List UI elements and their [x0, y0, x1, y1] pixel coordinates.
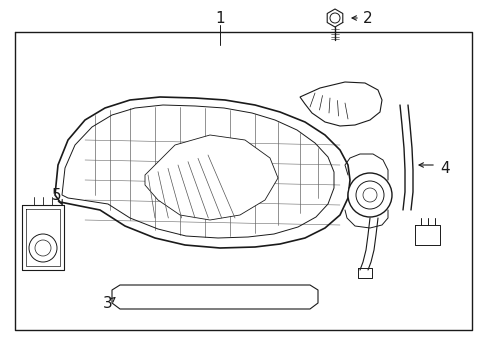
Text: 5: 5: [52, 188, 61, 202]
Polygon shape: [145, 135, 278, 220]
Text: 2: 2: [363, 10, 372, 26]
Circle shape: [347, 173, 391, 217]
Text: 1: 1: [215, 10, 224, 26]
Text: 4: 4: [439, 161, 449, 176]
Polygon shape: [112, 285, 317, 309]
Text: 3: 3: [103, 296, 113, 310]
Circle shape: [29, 234, 57, 262]
